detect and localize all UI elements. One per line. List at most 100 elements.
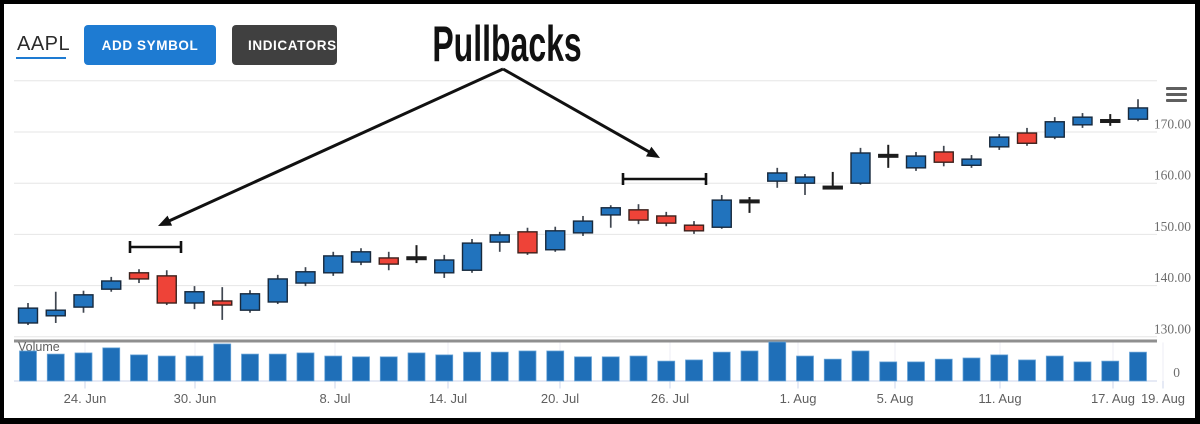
candlestick [323, 251, 344, 276]
candle-body [239, 293, 261, 311]
candlestick [1127, 99, 1149, 122]
candle-body [711, 199, 732, 228]
candlestick [905, 151, 927, 171]
candlestick [489, 231, 510, 252]
candlestick [1016, 127, 1038, 146]
candlestick [239, 290, 261, 313]
symbol-label[interactable]: AAPL [17, 33, 71, 55]
candlestick [711, 194, 732, 229]
candle-body [739, 199, 760, 204]
volume-bar [740, 350, 759, 382]
candlestick [683, 221, 705, 234]
volume-bar [657, 360, 676, 382]
candlestick [850, 147, 871, 185]
candlestick [767, 167, 788, 188]
candle-body [572, 220, 594, 234]
x-axis-label: 19. Aug [1141, 391, 1185, 406]
volume-bar [324, 355, 343, 382]
volume-bar [629, 355, 648, 382]
y-axis-label: 160.00 [1154, 168, 1191, 183]
candle-body [794, 176, 816, 184]
candlestick [1044, 117, 1065, 140]
candlestick [295, 267, 316, 287]
candlestick [739, 197, 760, 213]
volume-bar [518, 350, 537, 382]
candle-body [406, 256, 427, 261]
candle-body [545, 230, 566, 251]
y-axis-label: 140.00 [1154, 270, 1191, 285]
candlestick [933, 145, 954, 167]
volume-bar [296, 352, 315, 382]
volume-bar [685, 359, 703, 382]
candlestick [572, 215, 594, 236]
candlestick [212, 287, 233, 320]
candle-body [350, 251, 372, 263]
candlestick [517, 227, 538, 255]
x-axis-label: 1. Aug [780, 391, 817, 406]
candlestick [656, 211, 677, 227]
candle-body [905, 155, 927, 169]
candle-body [961, 158, 982, 166]
candle-body [73, 294, 94, 308]
candle-body [656, 215, 677, 224]
chart-context-menu-button[interactable] [1161, 83, 1191, 105]
candle-body [822, 185, 843, 190]
x-axis-label: 5. Aug [877, 391, 914, 406]
y-axis-label: 130.00 [1154, 321, 1191, 336]
candlestick [184, 286, 205, 310]
candle-body [878, 153, 899, 158]
volume-bar [268, 353, 287, 382]
volume-bar [907, 361, 925, 382]
candle-body [517, 231, 538, 254]
pullback-bracket [621, 173, 708, 185]
volume-bar [934, 358, 953, 382]
arrowhead-icon [645, 146, 660, 158]
volume-bar [879, 361, 898, 382]
candle-body [45, 309, 66, 317]
volume-bar [1101, 360, 1120, 382]
candle-body [156, 275, 177, 304]
volume-bar [379, 356, 398, 382]
candlestick [128, 269, 150, 284]
candlestick [378, 251, 399, 271]
candlestick [73, 290, 94, 313]
volume-series [19, 341, 1147, 382]
pullback-bracket [128, 241, 183, 253]
x-axis-label: 11. Aug [978, 391, 1021, 406]
y-axis-labels: 170.00 160.00 150.00 140.00 130.00 0 [1154, 117, 1191, 381]
volume-bar [130, 354, 148, 382]
candlestick [350, 248, 372, 266]
candle-body [850, 152, 871, 184]
volume-bar [407, 352, 426, 382]
symbol-underline [16, 57, 66, 59]
x-axis-label: 26. Jul [651, 391, 689, 406]
candle-body [767, 172, 788, 182]
indicators-button[interactable]: INDICATORS [232, 25, 337, 65]
candlestick [461, 239, 483, 273]
candlestick [794, 173, 816, 195]
volume-bar [1129, 351, 1147, 382]
volume-bar [435, 354, 454, 382]
candlestick [545, 226, 566, 252]
volume-bar [962, 357, 981, 382]
arrowhead-icon [158, 215, 173, 226]
add-symbol-button[interactable]: ADD SYMBOL [84, 25, 216, 65]
candle-body [184, 291, 205, 304]
candle-body [489, 234, 510, 243]
price-grid [14, 80, 1157, 338]
volume-bar [712, 351, 731, 382]
candle-body [933, 151, 954, 163]
candlestick [101, 276, 122, 292]
annotation-arrow [502, 67, 660, 158]
x-axis-label: 17. Aug [1091, 391, 1135, 406]
y-axis-label: 170.00 [1154, 117, 1191, 132]
candle-body [323, 255, 344, 274]
candle-body [1100, 119, 1121, 124]
volume-bar [1018, 359, 1036, 382]
candlestick [267, 274, 288, 305]
candle-body [101, 280, 122, 290]
arrow-shaft [502, 67, 653, 155]
volume-bar [990, 354, 1009, 382]
volume-bar [102, 347, 121, 382]
